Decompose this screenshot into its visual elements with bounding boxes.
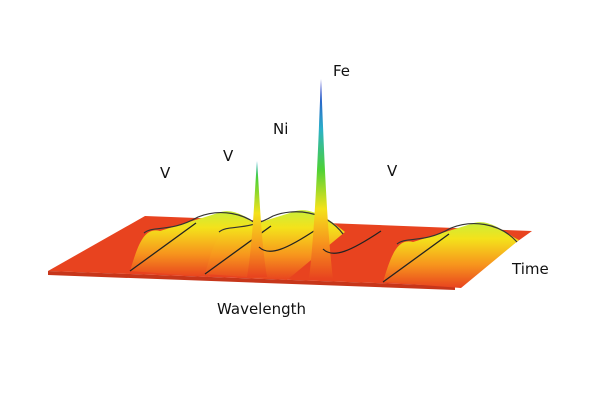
peak-base-line (382, 233, 450, 283)
peaks-layer (129, 79, 519, 288)
y-axis-label: Time (511, 260, 549, 278)
peak-ridge-outline (143, 212, 265, 234)
x-axis-label: Wavelength (217, 300, 306, 318)
peak-label: V (160, 164, 171, 182)
peak-trailing-line (258, 228, 318, 252)
peak-label: Fe (333, 62, 350, 80)
peak-label: Ni (273, 120, 288, 138)
peak-trailing-line (322, 230, 382, 254)
peak-label: V (387, 162, 398, 180)
peak-spike (309, 79, 333, 279)
base-plane-shade (48, 271, 455, 290)
peak-ridge-outline (396, 223, 518, 245)
peak-ridge (383, 222, 519, 288)
peak-label: V (223, 147, 234, 165)
peak-base-line (129, 222, 197, 272)
peak-spike (247, 161, 267, 277)
peak-ridge (205, 210, 345, 280)
